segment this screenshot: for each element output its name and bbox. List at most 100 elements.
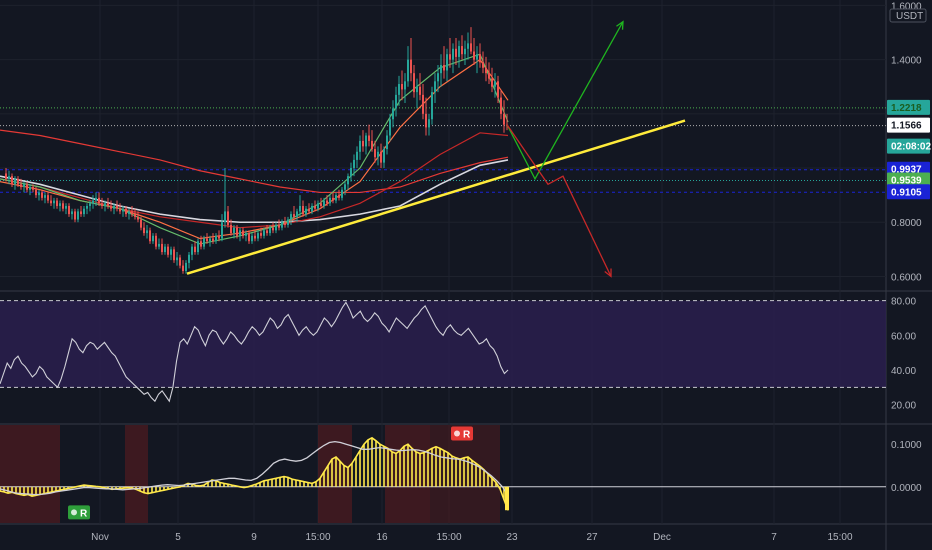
- candle-body: [167, 246, 169, 255]
- oscillator-bar: [359, 450, 361, 487]
- rsi-pane[interactable]: [0, 300, 886, 403]
- candle-body: [122, 208, 124, 212]
- rsi-tick-label: 20.00: [891, 401, 916, 412]
- oscillator-bar: [107, 486, 109, 489]
- price-badge-label: 0.9105: [891, 187, 922, 198]
- candle-body: [344, 184, 346, 190]
- oscillator-bar: [331, 459, 333, 487]
- candle-body: [137, 216, 139, 220]
- candle-body: [209, 238, 211, 242]
- candle: [479, 43, 481, 68]
- candle-body: [158, 243, 160, 247]
- oscillator-bar: [207, 482, 209, 487]
- candle-body: [398, 84, 400, 95]
- oscillator-bar: [211, 479, 213, 487]
- candle: [68, 203, 70, 217]
- candle: [476, 46, 478, 74]
- candle: [80, 205, 82, 217]
- candle: [356, 146, 358, 169]
- candle: [110, 200, 112, 212]
- candle-body: [62, 203, 64, 209]
- candle-body: [233, 227, 235, 234]
- oscillator-bar: [255, 484, 257, 487]
- candle: [290, 211, 292, 225]
- bullish-scenario-arrow[interactable]: [506, 21, 624, 181]
- price-badge-label: 1.2218: [891, 103, 922, 114]
- candle-body: [140, 219, 142, 228]
- candle: [380, 143, 382, 169]
- oscillator-bar: [63, 486, 65, 490]
- candle-body: [50, 200, 52, 204]
- candle-body: [374, 149, 376, 158]
- candle: [335, 192, 337, 204]
- candle-body: [338, 195, 340, 198]
- candle: [494, 73, 496, 98]
- candle: [485, 56, 487, 82]
- oscillator-bar: [379, 444, 381, 487]
- candle: [293, 205, 295, 220]
- oscillator-bar: [315, 481, 317, 487]
- candle: [365, 132, 367, 155]
- oscillator-bar: [171, 486, 173, 489]
- candle: [209, 235, 211, 247]
- oscillator-bar: [67, 486, 69, 489]
- candle-body: [59, 203, 61, 206]
- oscillator-bar: [391, 451, 393, 487]
- candle-body: [152, 235, 154, 242]
- bearish-scenario-arrow[interactable]: [506, 124, 612, 277]
- candle-body: [377, 151, 379, 158]
- candle: [182, 260, 184, 274]
- candle: [266, 224, 268, 236]
- support-trendline[interactable]: [186, 119, 686, 275]
- oscillator-bar: [311, 483, 313, 487]
- candle: [269, 224, 271, 236]
- oscillator-bar: [347, 467, 349, 487]
- time-tick-label: 7: [771, 532, 777, 543]
- oscillator-bar: [335, 456, 337, 487]
- oscillator-bar: [419, 453, 421, 487]
- oscillator-bar: [271, 479, 273, 487]
- currency-box: [889, 8, 927, 23]
- candle: [23, 181, 25, 193]
- candle: [200, 235, 202, 250]
- oscillator-bar: [83, 485, 85, 487]
- oscillator-bar: [307, 482, 309, 487]
- candle-body: [437, 73, 439, 82]
- candle: [410, 37, 412, 82]
- oscillator-signal-label: R: [68, 505, 90, 520]
- candle: [5, 168, 7, 182]
- candle: [353, 154, 355, 177]
- oscillator-zone: [0, 425, 60, 523]
- candle: [206, 233, 208, 244]
- candle: [221, 214, 223, 242]
- candle: [128, 208, 130, 220]
- price-badge-label: 02:08:02: [891, 142, 931, 153]
- candle: [155, 233, 157, 250]
- price-pane[interactable]: [0, 20, 886, 278]
- candle: [467, 32, 469, 60]
- candle-body: [188, 254, 190, 263]
- candle-body: [245, 233, 247, 236]
- oscillator-bar: [355, 456, 357, 487]
- oscillator-bar: [371, 437, 373, 487]
- candle: [452, 43, 454, 74]
- time-tick-label: Dec: [653, 532, 671, 543]
- price-badge-label: 0.9937: [891, 165, 922, 176]
- candle: [308, 203, 310, 215]
- oscillator-bar: [163, 486, 165, 491]
- oscillator-bar: [403, 446, 405, 487]
- candle: [431, 86, 433, 125]
- candle: [134, 208, 136, 220]
- candle-body: [266, 230, 268, 234]
- candle-body: [56, 200, 58, 206]
- candle-body: [191, 246, 193, 255]
- rsi-tick-label: 60.00: [891, 331, 916, 342]
- oscillator-bar: [167, 486, 169, 490]
- oscillator-bar: [55, 486, 57, 492]
- oscillator-pane[interactable]: RR: [0, 425, 886, 523]
- candle-body: [314, 205, 316, 209]
- candle-body: [476, 54, 478, 60]
- candle: [407, 46, 409, 87]
- price-badge-bg: [887, 138, 930, 154]
